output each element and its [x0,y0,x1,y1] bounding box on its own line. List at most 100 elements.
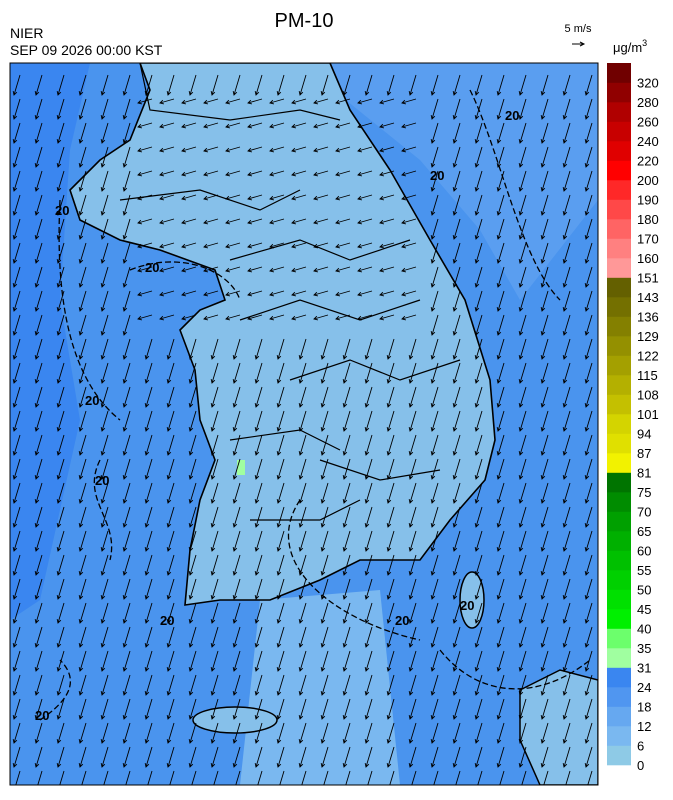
wind-arrow [144,362,153,384]
wind-arrow [540,434,549,456]
wind-arrow [474,242,483,264]
wind-arrow [430,194,439,216]
wind-arrow [386,338,395,360]
wind-arrow [342,674,351,696]
wind-arrow [562,362,571,384]
wind-arrow [34,170,43,192]
wind-arrow [562,122,571,144]
wind-arrow [386,554,395,576]
title: PM-10 [275,10,334,32]
wind-arrow [159,218,175,225]
wind-arrow [518,338,527,360]
wind-arrow [166,482,175,504]
wind-arrow [518,194,527,216]
wind-arrow [386,362,395,384]
colorbar-segment [607,433,631,454]
wind-arrow [518,554,527,576]
wind-arrow [496,146,505,168]
wind-arrow [540,242,549,264]
wind-arrow [100,602,109,624]
colorbar-segment [607,414,631,434]
colorbar-label: 60 [637,544,651,559]
wind-arrow [540,314,549,336]
wind-arrow [584,506,593,528]
wind-arrow [496,314,505,336]
wind-arrow [408,482,417,504]
wind-arrow [401,98,417,105]
wind-arrow [100,578,109,600]
wind-arrow [254,386,263,408]
colorbar-label: 65 [637,524,651,539]
wind-arrow [225,146,241,153]
wind-arrow [100,746,109,768]
colorbar-label: 40 [637,622,651,637]
wind-arrow [313,266,329,273]
wind-arrow [269,290,285,297]
wind-arrow [232,626,241,648]
wind-arrow [430,530,439,552]
wind-arrow [122,266,131,288]
wind-arrow [562,650,571,672]
colorbar-segment [607,336,631,356]
wind-arrow [122,602,131,624]
wind-arrow [364,458,373,480]
wind-arrow [122,290,131,312]
wind-arrow [379,266,395,273]
wind-arrow [386,74,395,96]
wind-arrow [584,266,593,288]
wind-arrow [137,314,153,321]
wind-arrow [430,698,439,720]
wind-arrow [159,194,175,201]
colorbar-segment [607,589,631,610]
wind-arrow [276,530,285,552]
hotspot [237,460,245,475]
wind-arrow [34,338,43,360]
wind-arrow [78,122,87,144]
colorbar-label: 45 [637,602,651,617]
wind-arrow [276,434,285,456]
wind-arrow [59,770,65,785]
wind-arrow [12,554,21,576]
wind-arrow [584,530,593,552]
wind-arrow [584,74,593,96]
wind-arrow [34,434,43,456]
wind-arrow [100,626,109,648]
colorbar-segment [607,453,631,473]
wind-arrow [430,218,439,240]
wind-arrow [452,482,461,504]
wind-arrow [210,506,219,528]
wind-arrow [291,122,307,129]
wind-arrow [203,242,219,249]
wind-arrow [386,650,395,672]
sea-patch [10,63,90,620]
wind-arrow [210,650,219,672]
wind-arrow [562,194,571,216]
wind-arrow [291,146,307,153]
wind-arrow [254,530,263,552]
wind-arrow [313,146,329,153]
wind-arrow [401,170,417,177]
wind-arrow [496,338,505,360]
wind-arrow [276,698,285,720]
wind-arrow [518,746,527,768]
wind-arrow [335,218,351,225]
wind-arrow [56,146,65,168]
wind-arrow [181,194,197,201]
wind-arrow [122,338,131,360]
tsushima [459,571,485,629]
wind-arrow [584,626,593,648]
colorbar-segment [607,375,631,395]
wind-arrow [159,170,175,177]
wind-arrow [562,482,571,504]
wind-arrow [474,578,483,600]
wind-arrow [203,98,219,105]
wind-arrow [225,170,241,177]
wind-arrow [122,362,131,384]
wind-arrow [401,194,417,201]
wind-arrow [452,722,461,744]
colorbar-segment [607,394,631,415]
wind-arrow [12,746,21,768]
map-frame [9,62,599,786]
wind-arrow [159,290,175,297]
contour-label: 20 [460,598,474,613]
